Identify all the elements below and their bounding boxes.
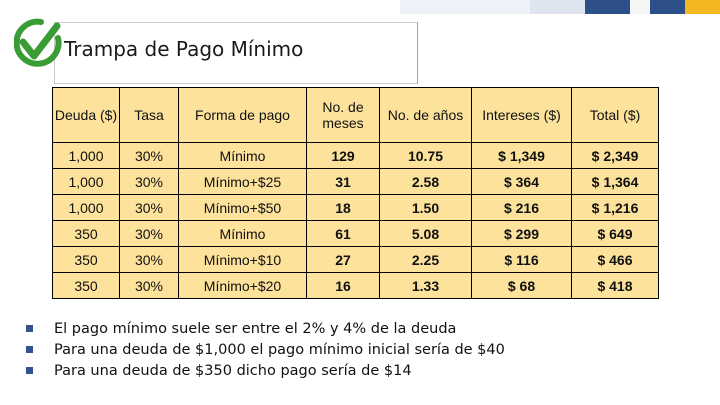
cell-forma: Mínimo [178, 220, 307, 247]
list-item: Para una deuda de $350 dicho pago sería … [22, 360, 505, 381]
cell-tasa: 30% [119, 168, 179, 195]
cell-anos: 2.25 [379, 246, 472, 273]
cell-tasa: 30% [119, 142, 179, 169]
table-row: 350 30% Mínimo+$20 16 1.33 $ 68 $ 418 [52, 272, 659, 299]
bullet-list: El pago mínimo suele ser entre el 2% y 4… [22, 318, 505, 381]
cell-forma: Mínimo+$25 [178, 168, 307, 195]
header-tasa: Tasa [119, 87, 179, 143]
cell-deuda: 1,000 [52, 194, 120, 221]
header-label: Tasa [134, 107, 164, 123]
square-bullet-icon [26, 346, 33, 353]
cell-meses: 31 [306, 168, 380, 195]
cell-intereses: $ 216 [471, 194, 572, 221]
table-row: 1,000 30% Mínimo+$25 31 2.58 $ 364 $ 1,3… [52, 168, 659, 195]
cell-meses: 129 [306, 142, 380, 169]
cell-tasa: 30% [119, 220, 179, 247]
cell-tasa: 30% [119, 194, 179, 221]
cell-total: $ 1,364 [571, 168, 659, 195]
cell-total: $ 2,349 [571, 142, 659, 169]
cell-intereses: $ 364 [471, 168, 572, 195]
header-label: Intereses ($) [482, 107, 561, 123]
title-box [54, 22, 418, 84]
header-label: No. de meses [322, 99, 364, 131]
cell-total: $ 418 [571, 272, 659, 299]
bullet-text: Para una deuda de $350 dicho pago sería … [54, 362, 412, 379]
cell-tasa: 30% [119, 272, 179, 299]
square-bullet-icon [26, 367, 33, 374]
cell-total: $ 649 [571, 220, 659, 247]
cell-forma: Mínimo+$10 [178, 246, 307, 273]
cell-deuda: 350 [52, 220, 120, 247]
header-label: Forma de pago [195, 107, 290, 123]
table-row: 350 30% Mínimo 61 5.08 $ 299 $ 649 [52, 220, 659, 247]
payment-table: Deuda ($) Tasa Forma de pago No. de mese… [52, 87, 659, 299]
bullet-text: El pago mínimo suele ser entre el 2% y 4… [54, 320, 457, 337]
header-deuda: Deuda ($) [52, 87, 120, 143]
header-forma-de-pago: Forma de pago [178, 87, 307, 143]
cell-forma: Mínimo+$50 [178, 194, 307, 221]
cell-anos: 1.50 [379, 194, 472, 221]
cell-deuda: 350 [52, 246, 120, 273]
header-label: Total ($) [589, 107, 641, 123]
bullet-text: Para una deuda de $1,000 el pago mínimo … [54, 341, 505, 358]
table-row: 1,000 30% Mínimo 129 10.75 $ 1,349 $ 2,3… [52, 142, 659, 169]
header-meses: No. de meses [306, 87, 380, 143]
cell-intereses: $ 299 [471, 220, 572, 247]
slide-title: Trampa de Pago Mínimo [64, 37, 304, 61]
cell-anos: 2.58 [379, 168, 472, 195]
table-row: 1,000 30% Mínimo+$50 18 1.50 $ 216 $ 1,2… [52, 194, 659, 221]
cell-meses: 16 [306, 272, 380, 299]
top-accent-bar [0, 0, 720, 14]
list-item: Para una deuda de $1,000 el pago mínimo … [22, 339, 505, 360]
cell-tasa: 30% [119, 246, 179, 273]
cell-intereses: $ 1,349 [471, 142, 572, 169]
cell-anos: 1.33 [379, 272, 472, 299]
cell-anos: 10.75 [379, 142, 472, 169]
check-logo-icon [13, 12, 62, 76]
cell-deuda: 1,000 [52, 142, 120, 169]
header-total: Total ($) [571, 87, 659, 143]
cell-intereses: $ 68 [471, 272, 572, 299]
table-header-row: Deuda ($) Tasa Forma de pago No. de mese… [52, 87, 659, 143]
cell-forma: Mínimo [178, 142, 307, 169]
cell-total: $ 466 [571, 246, 659, 273]
header-intereses: Intereses ($) [471, 87, 572, 143]
cell-deuda: 350 [52, 272, 120, 299]
header-anos: No. de años [379, 87, 472, 143]
header-label: No. de años [387, 107, 464, 123]
cell-meses: 18 [306, 194, 380, 221]
cell-deuda: 1,000 [52, 168, 120, 195]
cell-anos: 5.08 [379, 220, 472, 247]
cell-total: $ 1,216 [571, 194, 659, 221]
cell-forma: Mínimo+$20 [178, 272, 307, 299]
square-bullet-icon [26, 325, 33, 332]
cell-meses: 27 [306, 246, 380, 273]
table-row: 350 30% Mínimo+$10 27 2.25 $ 116 $ 466 [52, 246, 659, 273]
header-label: Deuda ($) [54, 107, 118, 123]
cell-intereses: $ 116 [471, 246, 572, 273]
list-item: El pago mínimo suele ser entre el 2% y 4… [22, 318, 505, 339]
cell-meses: 61 [306, 220, 380, 247]
